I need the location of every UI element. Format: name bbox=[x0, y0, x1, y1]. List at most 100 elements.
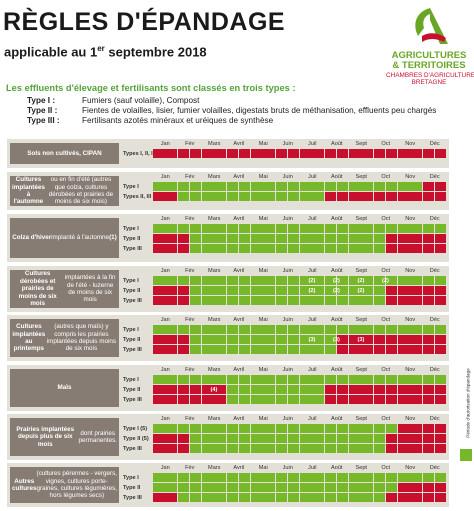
period-cell bbox=[373, 244, 386, 254]
month-header: Sept bbox=[355, 268, 367, 274]
period-cell bbox=[422, 385, 435, 395]
month-header: Août bbox=[330, 268, 343, 274]
month-header: Mai bbox=[258, 317, 268, 323]
period-cell bbox=[385, 385, 398, 395]
period-cell bbox=[434, 192, 447, 202]
period-cell bbox=[177, 424, 190, 433]
period-cell bbox=[373, 182, 386, 191]
period-cell bbox=[373, 325, 386, 334]
period-cell bbox=[238, 395, 251, 405]
period-cell bbox=[434, 234, 447, 244]
period-cell bbox=[177, 286, 190, 296]
period-cell bbox=[385, 224, 398, 233]
type-desc: Fumiers (sauf volaille), Compost bbox=[82, 96, 200, 105]
calendar-block: Prairies implantées depuis plus de six m… bbox=[7, 414, 449, 460]
period-cell bbox=[177, 149, 190, 158]
period-cell bbox=[312, 224, 324, 233]
month-header: Sept bbox=[355, 416, 367, 422]
period-cell bbox=[336, 234, 349, 244]
period-cell bbox=[226, 395, 239, 405]
period-cell bbox=[349, 434, 361, 444]
crop-label: Cultures dérobées et prairies de moins d… bbox=[10, 270, 119, 308]
period-cell bbox=[349, 473, 361, 482]
type-row-label: Type II bbox=[123, 336, 141, 343]
period-cell bbox=[398, 325, 410, 334]
period-cell bbox=[410, 182, 422, 191]
month-header: Nov bbox=[405, 367, 416, 373]
period-cell bbox=[287, 434, 300, 444]
period-cell bbox=[153, 395, 165, 405]
period-cell bbox=[189, 434, 202, 444]
period-cell bbox=[177, 224, 190, 233]
period-cell bbox=[398, 473, 410, 482]
period-cell bbox=[153, 424, 165, 433]
period-cell bbox=[165, 395, 177, 405]
period-cell bbox=[214, 385, 226, 395]
period-cell bbox=[287, 483, 300, 493]
period-cell bbox=[251, 286, 263, 296]
period-cell bbox=[214, 296, 226, 306]
period-cell bbox=[238, 434, 251, 444]
period-cell bbox=[361, 149, 373, 158]
period-note-text: (2) bbox=[357, 277, 365, 284]
type-key: Type I : bbox=[27, 96, 56, 105]
period-cell bbox=[398, 296, 410, 306]
month-header: Nov bbox=[405, 268, 416, 274]
month-header: Juin bbox=[282, 317, 293, 323]
period-cell bbox=[226, 473, 239, 482]
month-header: Mai bbox=[258, 367, 268, 373]
month-header: Août bbox=[330, 216, 343, 222]
month-header: Jan bbox=[160, 141, 170, 147]
period-cell bbox=[349, 483, 361, 493]
period-cell bbox=[251, 182, 263, 191]
period-cell bbox=[398, 395, 410, 405]
period-cell bbox=[385, 149, 398, 158]
period-cell bbox=[336, 192, 349, 202]
month-header: Fév bbox=[185, 367, 195, 373]
period-cell bbox=[238, 473, 251, 482]
period-cell bbox=[287, 149, 300, 158]
crop-label: Colza d'hiver implanté à l'automne (1) bbox=[10, 218, 119, 258]
period-note: (2) bbox=[325, 286, 349, 295]
period-cell bbox=[226, 444, 239, 454]
period-cell bbox=[373, 296, 386, 306]
period-cell bbox=[287, 385, 300, 395]
period-cell bbox=[312, 385, 324, 395]
type-key: Type III : bbox=[27, 116, 60, 125]
period-cell bbox=[202, 192, 214, 202]
period-cell bbox=[434, 434, 447, 444]
period-cell bbox=[434, 224, 447, 233]
month-header: Oct bbox=[381, 268, 391, 274]
period-cell bbox=[214, 244, 226, 254]
period-cell bbox=[324, 182, 337, 191]
period-cell bbox=[275, 434, 288, 444]
period-cell bbox=[202, 276, 214, 285]
period-cell bbox=[324, 424, 337, 433]
month-header: Juin bbox=[282, 465, 293, 471]
period-cell bbox=[410, 335, 422, 345]
period-cell bbox=[165, 296, 177, 306]
period-cell bbox=[410, 325, 422, 334]
period-cell bbox=[189, 224, 202, 233]
month-header: Mars bbox=[208, 216, 221, 222]
period-note-text: (2) bbox=[308, 277, 316, 284]
period-cell bbox=[336, 149, 349, 158]
period-cell bbox=[263, 192, 275, 202]
crop-label: Cultures implantées au printemps (autres… bbox=[10, 319, 119, 357]
month-header: Mai bbox=[258, 465, 268, 471]
type-definition: Type III : Fertilisants azotés minéraux e… bbox=[27, 116, 273, 125]
month-header: Mai bbox=[258, 174, 268, 180]
period-cell bbox=[153, 224, 165, 233]
period-cell bbox=[385, 296, 398, 306]
period-cell bbox=[385, 493, 398, 503]
period-cell bbox=[312, 234, 324, 244]
period-cell bbox=[165, 286, 177, 296]
month-header: Fév bbox=[185, 268, 195, 274]
period-cell bbox=[336, 473, 349, 482]
period-cell bbox=[263, 395, 275, 405]
type-definition: Type II : Fientes de volailles, lisier, f… bbox=[27, 106, 436, 115]
month-header: Avril bbox=[233, 216, 245, 222]
period-cell bbox=[226, 182, 239, 191]
period-cell bbox=[189, 493, 202, 503]
period-cell bbox=[287, 192, 300, 202]
